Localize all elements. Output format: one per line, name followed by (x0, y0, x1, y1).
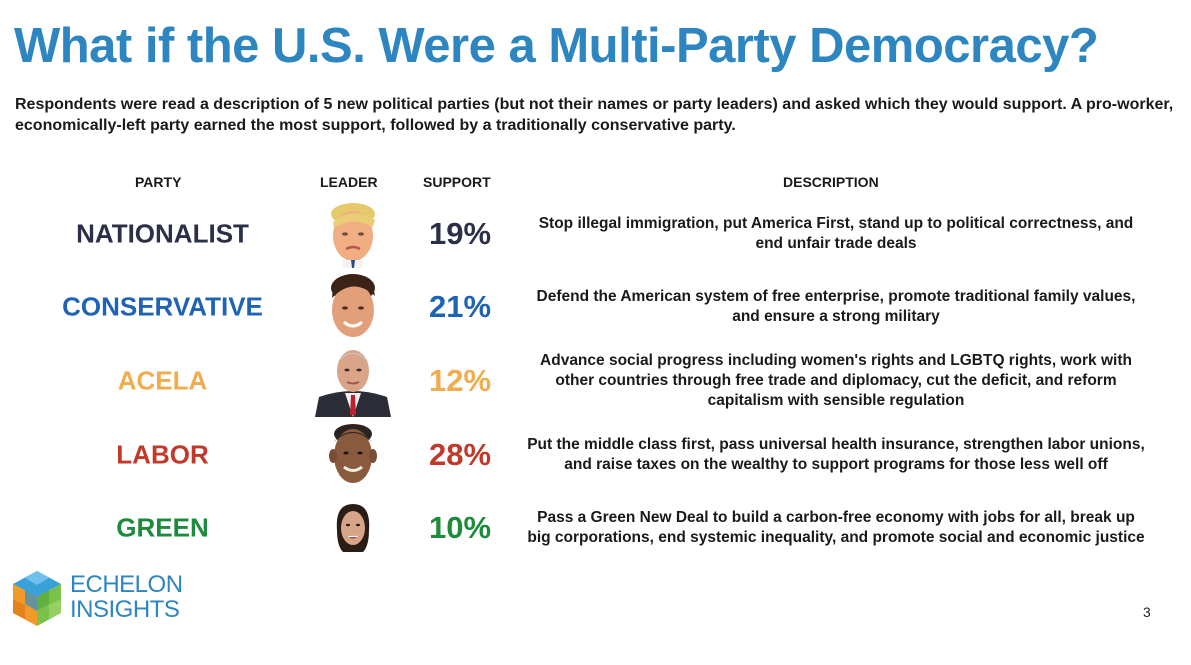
column-header-description: DESCRIPTION (783, 174, 879, 190)
page-subtitle: Respondents were read a description of 5… (15, 96, 1174, 134)
leader-portrait-icon (315, 198, 391, 270)
column-header-party: PARTY (135, 174, 182, 190)
column-header-support: SUPPORT (423, 174, 491, 190)
leader-portrait-icon (315, 271, 391, 343)
logo-line-2: INSIGHTS (70, 596, 180, 623)
party-name: CONSERVATIVE (62, 291, 263, 322)
support-percentage: 21% (428, 289, 492, 324)
party-name: ACELA (117, 365, 208, 396)
page-title: What if the U.S. Were a Multi-Party Demo… (14, 19, 1099, 73)
column-header-leader: LEADER (320, 174, 378, 190)
support-percentage: 12% (428, 363, 492, 398)
party-description: Advance social progress including women'… (540, 352, 1132, 409)
party-name: GREEN (116, 512, 209, 543)
party-name: NATIONALIST (76, 218, 249, 249)
leader-portrait-icon (315, 419, 391, 491)
party-row-conservative: CONSERVATIVE 21% Defend the American sys… (0, 271, 1191, 343)
leader-portrait-icon (315, 345, 391, 417)
party-description: Put the middle class first, pass univers… (527, 436, 1145, 473)
party-description: Stop illegal immigration, put America Fi… (538, 215, 1134, 252)
leader-portrait-icon (315, 492, 391, 564)
party-row-green: GREEN 10% Pass a Green New Deal to build… (0, 492, 1191, 564)
party-row-acela: ACELA 12% Advance social progress includ… (0, 345, 1191, 417)
party-name: LABOR (116, 439, 209, 470)
page-number: 3 (1143, 604, 1151, 620)
logo-line-1: ECHELON (70, 571, 183, 598)
support-percentage: 28% (428, 437, 492, 472)
party-row-nationalist: NATIONALIST 19% Stop illegal immigration… (0, 198, 1191, 270)
support-percentage: 19% (428, 216, 492, 251)
echelon-cube-logo-icon (11, 570, 63, 633)
support-percentage: 10% (428, 510, 492, 545)
party-description: Defend the American system of free enter… (536, 288, 1136, 325)
party-description: Pass a Green New Deal to build a carbon-… (527, 509, 1145, 546)
party-row-labor: LABOR 28% Put the middle class first, pa… (0, 419, 1191, 491)
company-logo-text: ECHELON INSIGHTS (70, 572, 183, 622)
